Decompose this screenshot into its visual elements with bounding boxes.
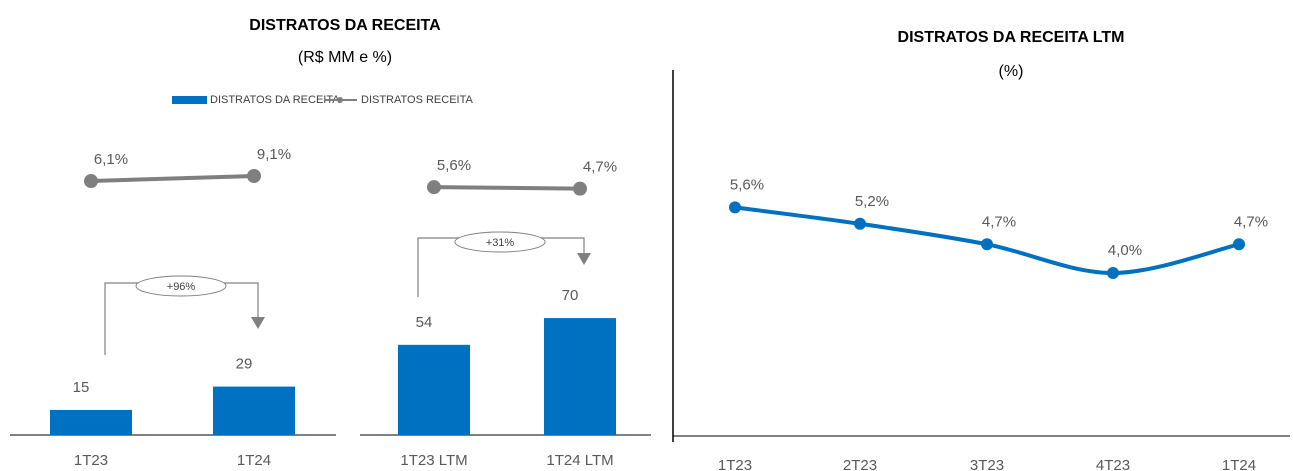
legend-label: DISTRATOS DA RECEITA	[210, 94, 340, 106]
line-marker	[573, 181, 587, 196]
chart-title: DISTRATOS DA RECEITA LTM	[898, 29, 1125, 46]
data-label: 4,7%	[982, 213, 1016, 230]
line-marker	[1233, 238, 1245, 251]
x-tick-label: 1T24 LTM	[546, 452, 613, 469]
bar	[544, 318, 616, 435]
chart-subtitle: (R$ MM e %)	[298, 49, 392, 66]
x-tick-label: 1T23	[74, 452, 108, 469]
data-label: 54	[416, 314, 433, 331]
bar	[50, 409, 132, 435]
chart-subtitle: (%)	[999, 63, 1024, 80]
data-label: 4,7%	[583, 159, 617, 176]
data-label: 6,1%	[94, 151, 128, 168]
x-tick-label: 1T23 LTM	[400, 452, 467, 469]
data-label: 5,6%	[437, 157, 471, 174]
growth-badge	[135, 275, 227, 297]
arrow-head	[577, 253, 591, 265]
legend-swatch	[337, 97, 343, 103]
data-label: 4,0%	[1108, 242, 1142, 259]
line	[90, 174, 255, 184]
line-marker	[1107, 267, 1119, 279]
x-tick-label: 1T23	[718, 457, 752, 471]
growth-label: +31%	[486, 237, 515, 249]
bar	[398, 344, 470, 435]
data-label: 9,1%	[257, 146, 291, 163]
data-label: 15	[73, 379, 90, 396]
line-marker	[84, 174, 98, 189]
line-marker	[729, 201, 741, 214]
bar	[213, 386, 295, 435]
data-label: 5,6%	[730, 176, 764, 193]
line-marker	[247, 169, 261, 184]
data-label: 70	[562, 287, 579, 304]
x-tick-label: 1T24	[1222, 457, 1256, 471]
line-marker	[854, 217, 866, 230]
arrow-head	[251, 317, 265, 329]
x-tick-label: 2T23	[843, 457, 877, 471]
x-tick-label: 1T24	[237, 452, 271, 469]
chart-title: DISTRATOS DA RECEITA	[249, 17, 441, 34]
line-marker	[427, 180, 441, 195]
x-tick-label: 4T23	[1096, 457, 1130, 471]
growth-label: +96%	[167, 281, 196, 293]
line-marker	[981, 238, 993, 251]
legend-label: DISTRATOS RECEITA	[361, 94, 474, 106]
line	[433, 185, 581, 191]
data-label: 29	[236, 356, 253, 373]
growth-badge	[454, 231, 546, 253]
legend-swatch	[172, 96, 207, 104]
data-label: 4,7%	[1234, 213, 1268, 230]
x-tick-label: 3T23	[970, 457, 1004, 471]
data-label: 5,2%	[855, 193, 889, 210]
